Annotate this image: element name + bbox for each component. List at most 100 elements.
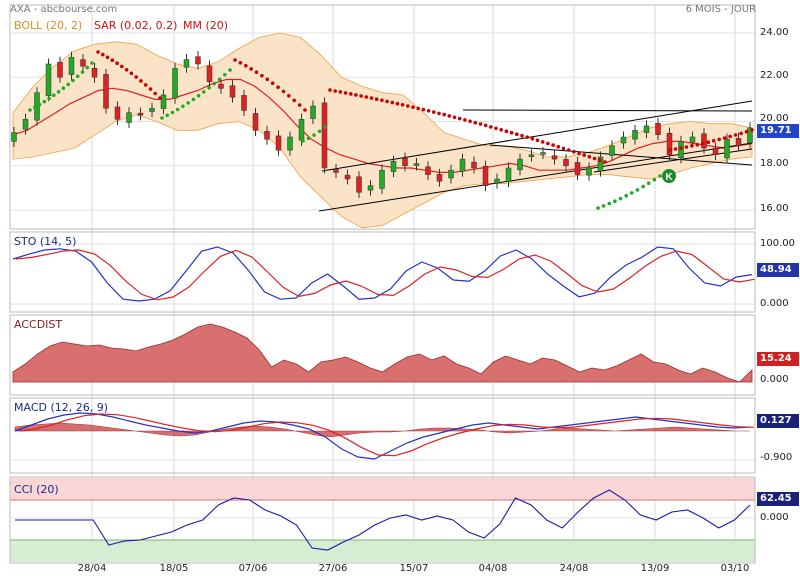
sar-dot [47, 96, 51, 101]
candle-body [586, 167, 592, 176]
sar-dot [646, 181, 651, 185]
cci-tick-0: 0.000 [760, 512, 789, 523]
sar-dot [105, 55, 110, 60]
candle-body [137, 112, 144, 116]
panel-frame [9, 4, 756, 230]
sar-dot [260, 73, 264, 78]
sar-dot [303, 108, 307, 112]
candle-body [620, 136, 627, 144]
sar-dot [744, 129, 749, 134]
sar-dot [587, 155, 592, 159]
candle-body [735, 138, 742, 147]
sar-dot [728, 134, 732, 139]
panel-frame [9, 476, 756, 564]
sar-dot [110, 58, 115, 62]
candle-body [344, 174, 351, 180]
cci-overbought-zone [10, 478, 755, 500]
candle-body [574, 162, 581, 175]
candle-body [321, 102, 328, 169]
candle-body [528, 154, 535, 157]
sar-dot [276, 85, 280, 89]
sar-dot [711, 139, 716, 143]
sto-d-line [15, 249, 756, 301]
macd-tick-neg: -0.900 [760, 452, 793, 463]
price-last-badge: 19.71 [757, 124, 799, 138]
x-label-0310: 03/10 [720, 563, 750, 574]
sar-dot [217, 77, 222, 82]
accdist-panel [12, 323, 753, 383]
candle-body [183, 59, 190, 68]
candle-body [563, 159, 569, 167]
sar-dot [706, 140, 711, 144]
trend-line [462, 109, 753, 112]
candle-body [482, 165, 489, 186]
sar-dot [530, 137, 535, 141]
macd-signal-line [18, 413, 755, 457]
period-label: 6 MOIS - JOUR [685, 4, 756, 15]
sar-dot [120, 64, 124, 69]
candle-body [505, 167, 512, 182]
candle-body [57, 62, 63, 78]
x-label-2408: 24/08 [559, 563, 589, 574]
sar-dot [52, 93, 56, 98]
sar-dot [624, 194, 628, 198]
sar-dot [249, 67, 253, 71]
sar-dot [499, 128, 504, 132]
candle-body [206, 65, 213, 82]
x-label-0706: 07/06 [238, 563, 268, 574]
candle-body [229, 85, 236, 98]
candle-body [471, 161, 477, 169]
sar-dot [739, 131, 743, 136]
candle-body [724, 138, 730, 159]
sar-dot [369, 96, 374, 100]
candle-body [666, 132, 673, 155]
sar-dot [525, 135, 529, 139]
sar-dot [134, 75, 138, 79]
macd-line [14, 412, 751, 460]
candle-body [597, 156, 604, 172]
legend-boll: BOLL (20, 2) [14, 19, 83, 32]
sar-dot [598, 158, 602, 162]
candle-body [643, 125, 650, 133]
cci-last-badge: 62.45 [757, 492, 799, 506]
sto-k-line [12, 246, 753, 302]
candle-body [252, 113, 259, 131]
candle-body [241, 95, 247, 111]
x-label-2804: 28/04 [77, 563, 107, 574]
sar-dot [442, 112, 447, 117]
sar-dot [37, 102, 42, 107]
sar-dot [317, 129, 322, 134]
macd-last-badge: 0.127 [757, 414, 799, 428]
candle-body [367, 185, 374, 191]
sar-dot [489, 125, 493, 129]
legend-sar: SAR (0.02, 0.2) [94, 19, 178, 32]
bollinger-band-fill [12, 32, 753, 229]
sar-dot [457, 116, 462, 121]
sar-dot [684, 145, 689, 149]
candle-body [379, 169, 385, 189]
sar-dot [124, 68, 129, 72]
candle-body [701, 133, 707, 149]
cci-line [15, 489, 751, 551]
sar-dot [101, 52, 105, 57]
candle-body [68, 57, 75, 75]
sar-dot [426, 109, 431, 113]
cci-panel [10, 478, 755, 562]
sar-dot [270, 81, 275, 85]
candle-body [632, 130, 638, 140]
candle-body [287, 136, 293, 151]
candle-body [448, 169, 454, 179]
sar-dot [354, 93, 358, 97]
sar-dot [374, 97, 379, 101]
accdist-area [12, 323, 753, 383]
sar-dot [546, 141, 550, 146]
panel-frame [9, 314, 756, 396]
sar-dot [601, 204, 606, 208]
sar-dot [540, 140, 545, 144]
sar-dot [297, 103, 302, 107]
sar-dot [281, 89, 286, 94]
candle-body [22, 119, 29, 130]
cci-title: CCI (20) [14, 483, 59, 496]
sar-dot [658, 174, 662, 178]
cci-oversold-zone [10, 540, 755, 562]
